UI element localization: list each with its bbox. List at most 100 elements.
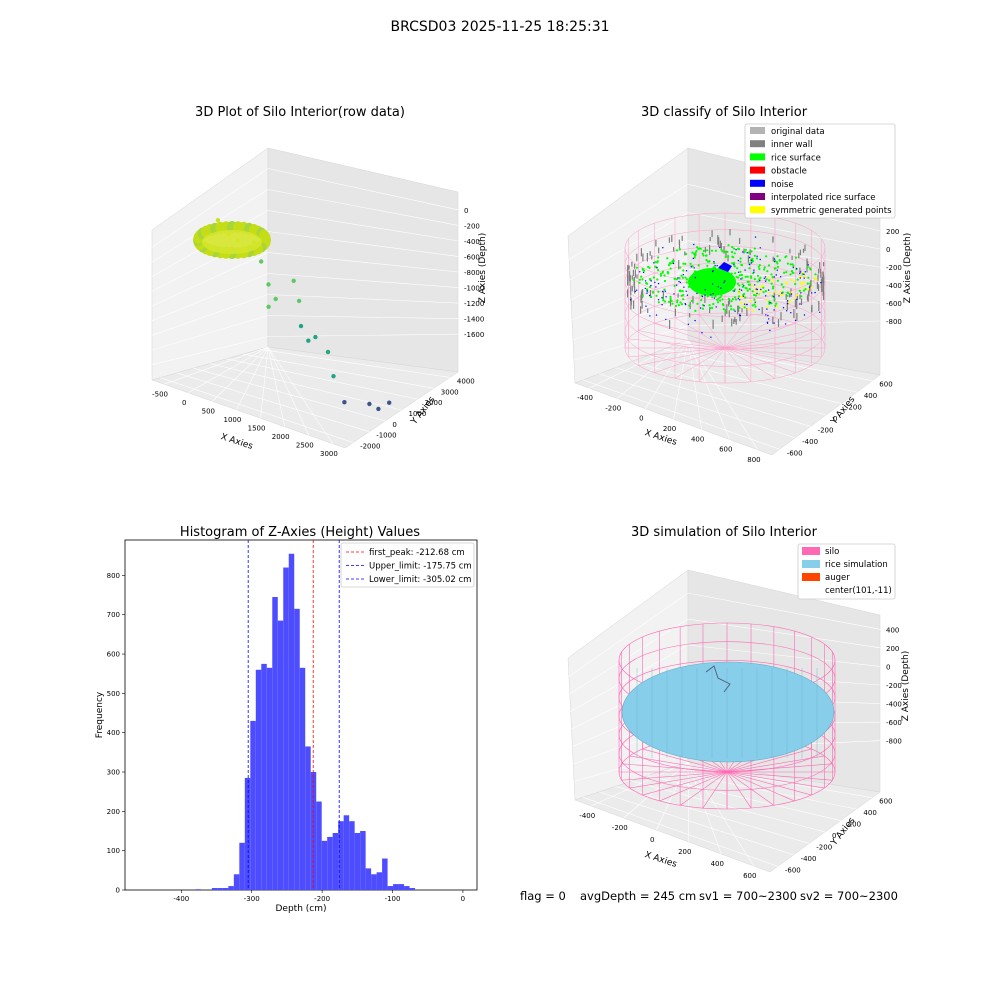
noise-point	[740, 289, 743, 291]
rice-surface-point	[736, 282, 740, 285]
noise-point	[657, 299, 660, 301]
rice-surface-point	[652, 290, 655, 294]
raw-data-point	[342, 400, 347, 405]
rice-surface-point	[731, 297, 734, 301]
rice-surface-point	[696, 302, 699, 305]
rice-surface-point	[726, 250, 729, 253]
rice-surface-point	[657, 256, 660, 259]
panel4-z-label: Z Axies (Depth)	[901, 651, 911, 722]
panel1-x-label: X Axies	[219, 432, 254, 452]
rice-surface-point	[652, 276, 656, 279]
noise-point	[672, 262, 675, 265]
rice-surface-point	[702, 249, 705, 252]
noise-point	[661, 297, 663, 299]
flag-value: flag = 0	[520, 889, 566, 903]
rice-surface-point	[740, 263, 743, 267]
legend-label: silo	[825, 547, 839, 557]
z-tick-label: -1600	[464, 331, 484, 339]
noise-point	[790, 312, 792, 314]
inner-wall-point	[819, 268, 821, 273]
rice-surface-point	[764, 290, 768, 293]
rice-surface-point	[714, 249, 718, 252]
noise-point	[694, 276, 697, 279]
rice-surface-point	[770, 302, 773, 305]
rice-surface-point	[780, 283, 783, 286]
noise-point	[751, 259, 753, 262]
legend-swatch	[802, 547, 820, 555]
rice-surface-point	[662, 299, 665, 302]
rice-surface-point	[791, 271, 794, 274]
noise-point	[773, 322, 775, 324]
rice-surface-point	[731, 255, 734, 258]
noise-point	[754, 284, 756, 286]
y-tick-label: -600	[787, 449, 803, 457]
noise-point	[712, 270, 714, 272]
rice-surface-point	[685, 252, 688, 256]
histogram-bar	[398, 884, 405, 890]
rice-surface-point	[656, 261, 659, 264]
raw-data-point	[313, 334, 318, 340]
histogram-bar	[409, 888, 416, 890]
rice-surface-point	[751, 257, 754, 260]
rice-surface-point	[806, 282, 809, 285]
noise-point	[646, 290, 649, 292]
noise-point	[774, 260, 776, 263]
rice-surface-point	[680, 274, 683, 277]
y-tick-label: 300	[107, 769, 120, 777]
auger-trace	[705, 665, 731, 693]
inner-wall-point	[647, 308, 649, 313]
symmetric-point	[741, 305, 744, 308]
silo-wireframe-spoke	[724, 314, 752, 349]
symmetric-point	[766, 305, 769, 308]
noise-point	[686, 294, 689, 296]
inner-wall-point	[799, 249, 801, 256]
histogram-bar	[239, 842, 245, 890]
silo-wireframe-spoke	[629, 755, 728, 773]
rice-surface-point	[737, 247, 741, 251]
silo-wireframe-spoke	[698, 347, 726, 382]
inner-wall-point	[651, 255, 653, 260]
noise-point	[814, 291, 816, 294]
panel3-title: Histogram of Z-Axies (Height) Values	[180, 525, 420, 540]
noise-point	[743, 285, 745, 287]
noise-point	[737, 297, 739, 300]
silo-wireframe-spoke	[726, 771, 775, 806]
y-tick-label: -2000	[360, 443, 380, 451]
noise-point	[639, 271, 641, 273]
rice-surface-point	[722, 304, 725, 307]
noise-point	[656, 267, 658, 269]
inner-wall-point	[728, 298, 731, 305]
rice-surface-point	[657, 290, 660, 293]
noise-point	[676, 284, 678, 286]
noise-point	[690, 266, 692, 268]
histogram-bar	[327, 836, 333, 890]
inner-wall-point	[802, 248, 805, 253]
rice-surface-point	[786, 262, 790, 265]
noise-point	[763, 277, 766, 279]
raw-data-point	[376, 406, 381, 412]
rice-surface-point	[646, 282, 649, 285]
y-tick-label: 0	[392, 421, 396, 429]
noise-point	[713, 261, 715, 263]
rice-surface-point	[809, 267, 812, 270]
rice-surface-point	[682, 269, 685, 272]
noise-point	[779, 276, 782, 278]
noise-point	[677, 277, 679, 279]
panel4-x-ticks: -400 -200 0 200 400 600	[579, 812, 756, 880]
rice-surface-point	[714, 295, 717, 298]
symmetric-point	[747, 308, 750, 311]
x-tick-label: 0	[461, 895, 465, 903]
silo-wireframe-spoke	[629, 771, 728, 789]
inner-wall-point	[799, 294, 801, 300]
z-tick-label: -400	[886, 282, 902, 290]
rice-surface-point	[693, 256, 696, 259]
noise-point	[704, 294, 706, 296]
noise-point	[784, 323, 787, 325]
noise-point	[636, 289, 638, 291]
inner-wall-point	[720, 242, 722, 251]
rice-surface-point	[798, 289, 801, 292]
noise-point	[717, 286, 719, 288]
rice-surface-point	[794, 282, 797, 286]
inner-wall-point	[634, 269, 636, 278]
noise-point	[756, 255, 758, 257]
